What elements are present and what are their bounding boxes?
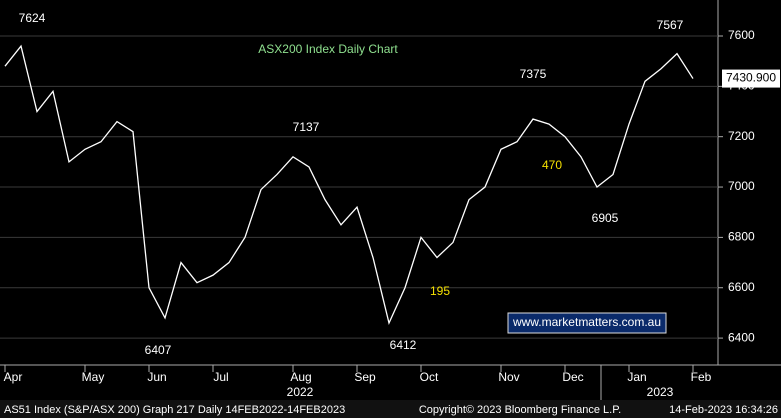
y-tick-label: 6600 [728,280,755,294]
y-tick-label: 7200 [728,129,755,143]
x-tick-label: Sep [354,370,376,384]
footer-left: AS51 Index (S&P/ASX 200) Graph 217 Daily… [4,404,345,416]
annotation: 7375 [520,67,547,81]
x-tick-label: Jun [147,370,166,384]
annotation: 7137 [293,120,320,134]
annotation: 7624 [19,11,46,25]
url: www.marketmatters.com.au [512,315,661,329]
x-tick-label: Apr [4,370,23,384]
annotation: 470 [542,158,562,172]
x-tick-label: Jul [213,370,228,384]
plot-bg [0,0,718,365]
annotation: 195 [430,284,450,298]
annotation: 6412 [390,338,417,352]
year-label: 2022 [287,385,314,399]
footer-center: Copyright© 2023 Bloomberg Finance L.P. [419,404,621,416]
x-tick-label: Nov [498,370,519,384]
y-tick-label: 6400 [728,330,755,344]
footer-right: 14-Feb-2023 16:34:26 [669,404,778,416]
y-tick-label: 7000 [728,179,755,193]
x-tick-label: Dec [562,370,583,384]
last-value-label: 7430.900 [726,71,776,85]
y-tick-label: 6800 [728,230,755,244]
x-tick-label: Feb [691,370,712,384]
x-tick-label: Aug [290,370,311,384]
x-tick-label: Jan [627,370,646,384]
annotation: 6905 [592,211,619,225]
price-line [4,44,694,325]
year-label: 2023 [647,385,674,399]
x-tick-label: May [82,370,105,384]
y-tick-label: 7600 [728,28,755,42]
annotation: 7567 [657,18,684,32]
url-box [507,312,667,334]
footer-bg [0,400,781,418]
x-tick-label: Oct [420,370,439,384]
annotation: 6407 [145,343,172,357]
chart-title: ASX200 Index Daily Chart [258,42,398,56]
last-value-box [722,69,780,88]
